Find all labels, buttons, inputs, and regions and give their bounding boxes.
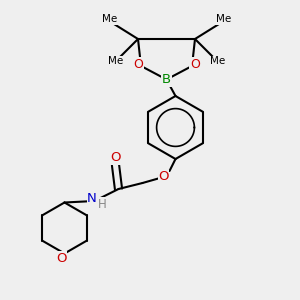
Text: Me: Me (210, 56, 225, 67)
Text: B: B (162, 73, 171, 86)
Text: O: O (56, 251, 67, 265)
Text: O: O (133, 58, 143, 71)
Text: N: N (87, 191, 97, 205)
Text: H: H (98, 197, 106, 211)
Text: O: O (158, 170, 169, 184)
Text: Me: Me (102, 14, 117, 25)
Text: O: O (190, 58, 200, 71)
Text: O: O (110, 151, 121, 164)
Text: Me: Me (216, 14, 231, 25)
Text: Me: Me (108, 56, 123, 67)
